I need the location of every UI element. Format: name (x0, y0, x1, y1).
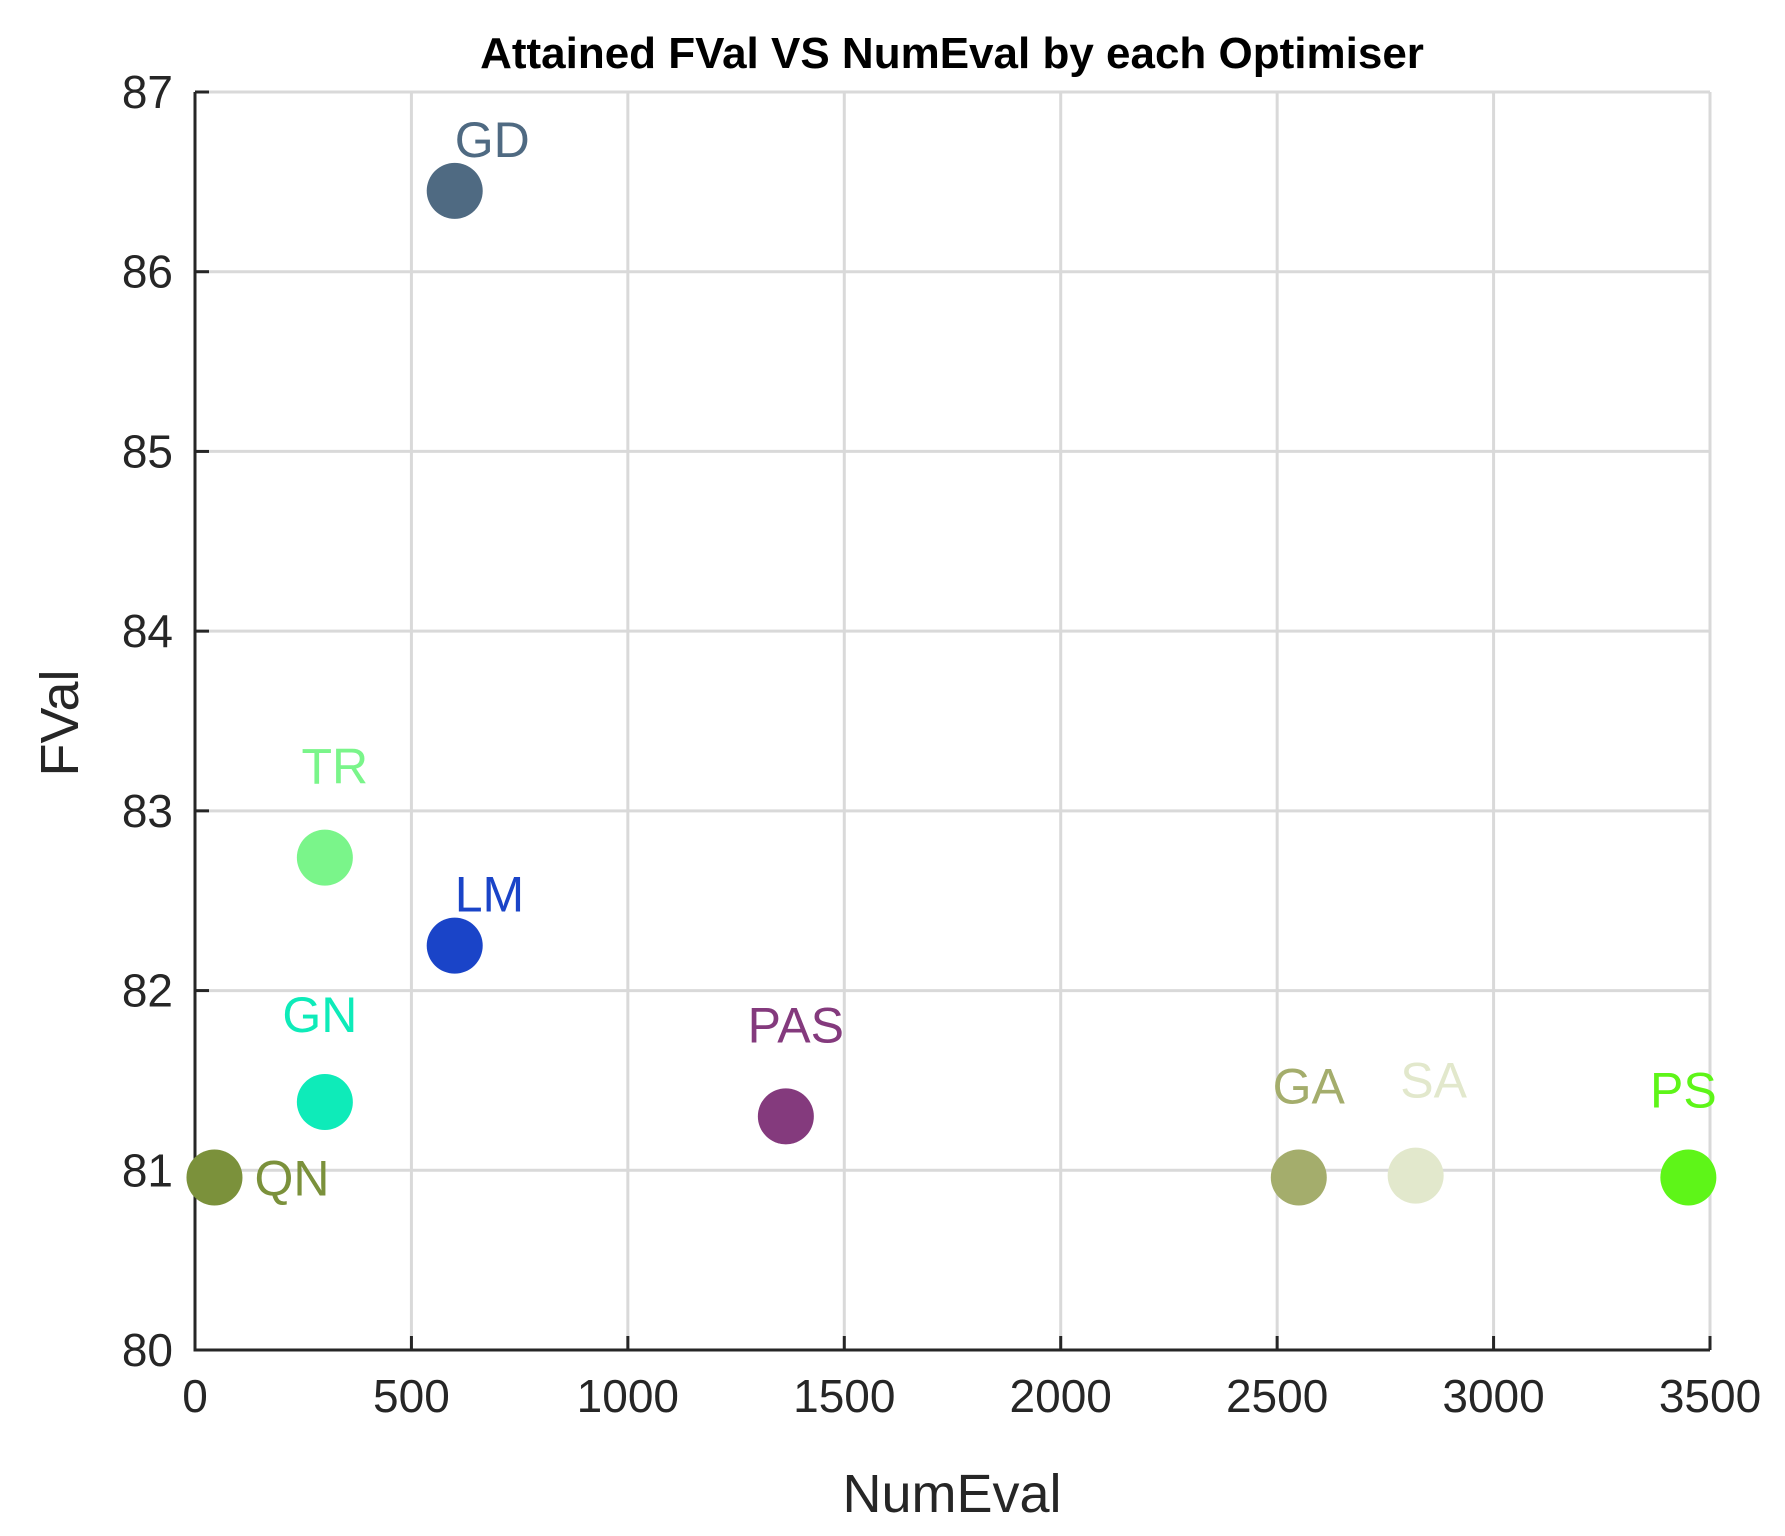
point-label-pas: PAS (748, 997, 844, 1053)
data-point-lm (426, 917, 483, 974)
data-point-qn (186, 1149, 243, 1206)
data-point-sa (1387, 1147, 1444, 1204)
axes (193, 92, 1710, 1352)
point-label-gn: GN (282, 987, 357, 1043)
x-tick-label: 3000 (1442, 1370, 1544, 1422)
point-label-lm: LM (455, 867, 524, 923)
y-axis-label: FVal (30, 669, 90, 776)
point-label-qn: QN (254, 1150, 329, 1206)
y-tick-label: 81 (122, 1144, 173, 1196)
grid-lines (195, 90, 1712, 1350)
data-point-tr (296, 829, 353, 886)
point-label-gd: GD (455, 112, 530, 168)
data-point-ps (1660, 1149, 1717, 1206)
x-axis-label: NumEval (842, 1464, 1061, 1524)
y-tick-label: 85 (122, 425, 173, 477)
data-point-pas (757, 1088, 814, 1145)
y-tick-label: 87 (122, 66, 173, 118)
y-tick-label: 80 (122, 1324, 173, 1376)
axis-frame (193, 92, 1710, 1352)
y-tick-label: 83 (122, 785, 173, 837)
x-tick-label: 1000 (577, 1370, 679, 1422)
chart-title: Attained FVal VS NumEval by each Optimis… (480, 29, 1424, 78)
x-tick-label: 2500 (1226, 1370, 1328, 1422)
point-label-sa: SA (1400, 1053, 1467, 1109)
data-point-gn (296, 1073, 353, 1130)
x-tick-label: 500 (373, 1370, 450, 1422)
y-tick-label: 84 (122, 605, 173, 657)
x-tick-label: 2000 (1010, 1370, 1112, 1422)
data-point-gd (426, 162, 483, 219)
x-tick-label: 3500 (1659, 1370, 1761, 1422)
point-label-ps: PS (1650, 1062, 1717, 1118)
data-points (186, 162, 1717, 1206)
point-label-tr: TR (302, 739, 369, 795)
point-label-ga: GA (1273, 1058, 1346, 1114)
data-point-ga (1270, 1149, 1327, 1206)
y-tick-label: 86 (122, 246, 173, 298)
x-tick-label: 1500 (793, 1370, 895, 1422)
y-tick-label: 82 (122, 965, 173, 1017)
axis-ticks: 0 500 1000 1500 2000 2500 3000 3500 80 81 82 83 84 85… (122, 66, 1761, 1422)
x-tick-label: 0 (182, 1370, 208, 1422)
point-labels: GD TR LM GN PAS QN GA SA PS (254, 112, 1716, 1207)
